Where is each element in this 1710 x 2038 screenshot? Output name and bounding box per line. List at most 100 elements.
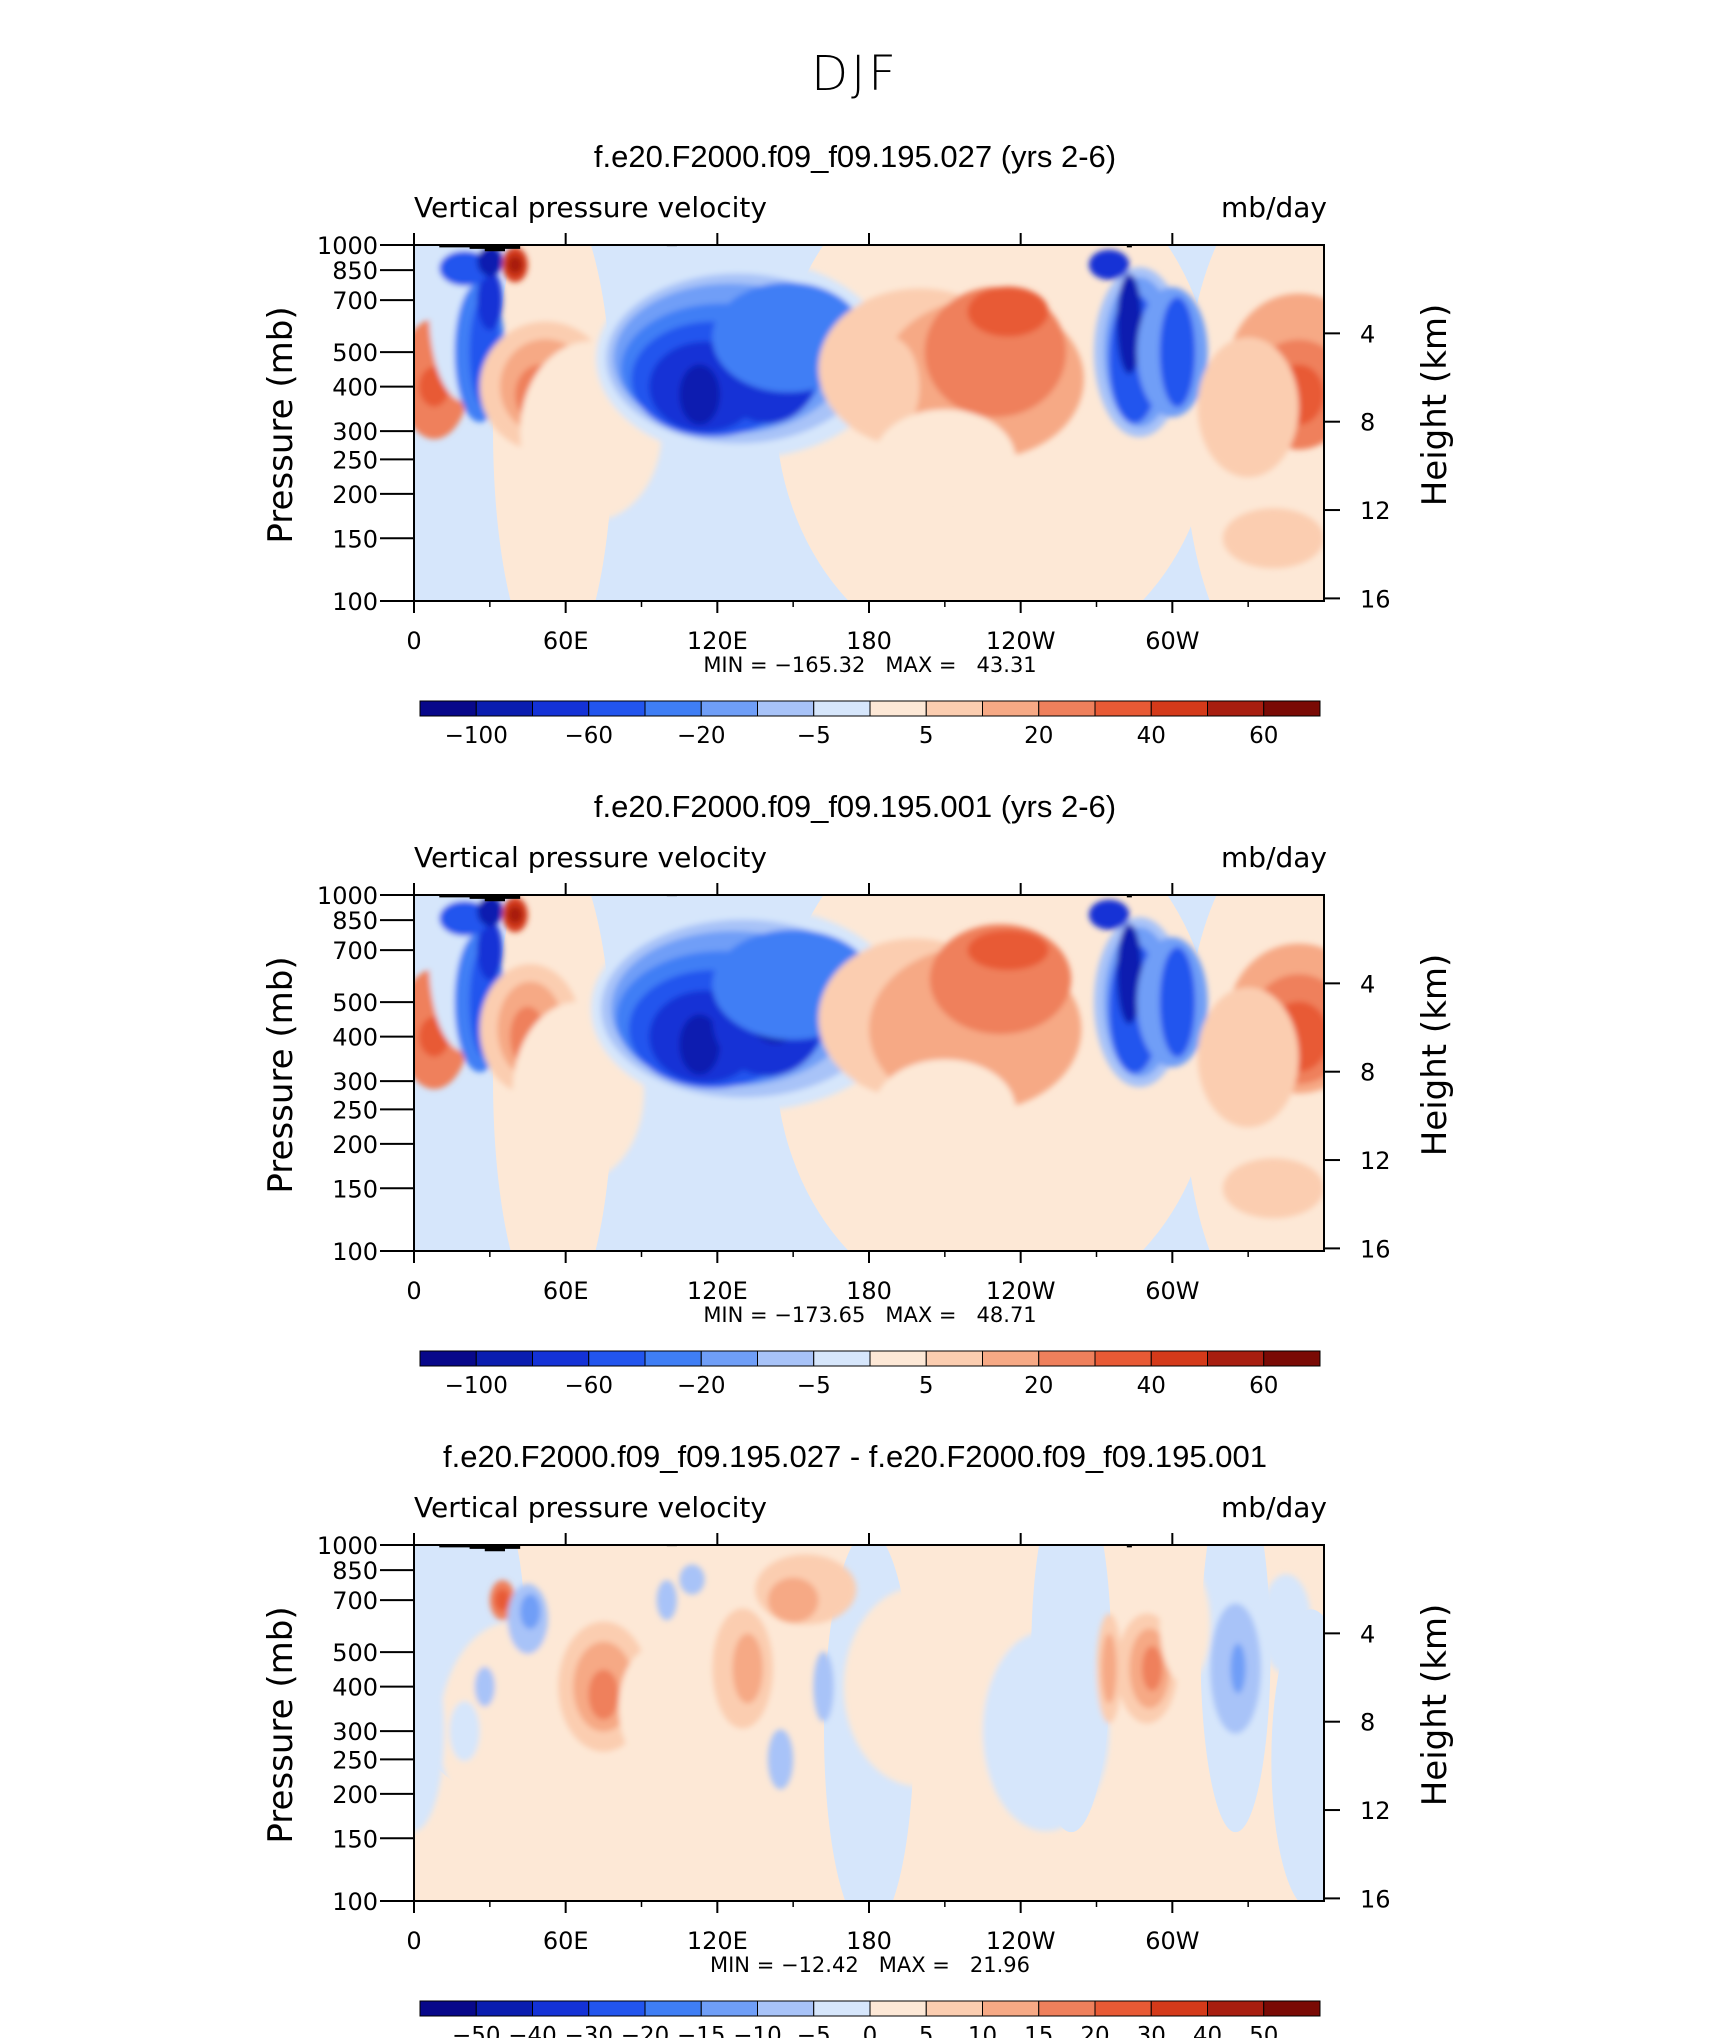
contour-fill (813, 1651, 834, 1722)
colorbar-box (700, 700, 758, 717)
contour-fill (1116, 923, 1142, 1024)
colorbar-box (1094, 1350, 1152, 1367)
panel-2: f.e20.F2000.f09_f09.195.001 (yrs 2-6) Ver… (261, 789, 1455, 1399)
panel-units: mb/day (1221, 841, 1327, 874)
contour-fill (520, 1594, 541, 1630)
min-max-label: MIN = −173.65 MAX = 48.71 (703, 1303, 1036, 1327)
lon-tick-label: 60W (1145, 627, 1199, 655)
height-tick-label: 12 (1360, 1147, 1391, 1175)
colorbar-label: 0 (863, 2023, 878, 2038)
colorbar-label: 30 (1137, 2023, 1166, 2038)
colorbar-label: −40 (508, 2023, 557, 2038)
contour-fill (1222, 508, 1324, 569)
contour-fill (679, 1014, 720, 1075)
contour-fill (767, 1729, 794, 1790)
height-tick-label: 8 (1360, 409, 1375, 437)
pressure-tick-label: 400 (332, 1674, 378, 1702)
pressure-tick-label: 500 (332, 339, 378, 367)
contour-fill (679, 364, 720, 425)
colorbar: −100 −60 −20 −5 5 20 40 60 (419, 700, 1321, 749)
colorbar-label: 40 (1137, 723, 1166, 749)
colorbar-box (419, 2000, 477, 2017)
colorbar-box (532, 2000, 590, 2017)
colorbar-box (419, 1350, 477, 1367)
contour-fill (967, 930, 1049, 971)
contour-fill (474, 1666, 495, 1707)
height-tick-label: 4 (1360, 320, 1375, 348)
colorbar-box (869, 2000, 927, 2017)
panel-units: mb/day (1221, 191, 1327, 224)
y-axis-title: Pressure (mb) (261, 956, 301, 1193)
colorbar-box (644, 1350, 702, 1367)
lon-tick-label: 120E (687, 1277, 748, 1305)
colorbar-box (1150, 700, 1208, 717)
colorbar-box (925, 2000, 983, 2017)
colorbar-box (925, 700, 983, 717)
colorbar-box (532, 700, 590, 717)
colorbar-box (925, 1350, 983, 1367)
colorbar-label: 20 (1024, 723, 1053, 749)
panel-left-string: Vertical pressure velocity (414, 1491, 767, 1524)
colorbar-box (982, 1350, 1040, 1367)
colorbar-box (757, 1350, 815, 1367)
contour-fill (439, 900, 490, 936)
terrain (439, 1545, 521, 1552)
colorbar-box (475, 2000, 533, 2017)
colorbar-box (1038, 700, 1096, 717)
contour-fill (656, 1580, 677, 1621)
contour-fill (1101, 1633, 1117, 1704)
colorbar-box (700, 1350, 758, 1367)
panel-left-string: Vertical pressure velocity (414, 841, 767, 874)
colorbar-box (1094, 700, 1152, 717)
contour-fill (1197, 337, 1299, 478)
y-axis-title-right: Height (km) (1415, 954, 1455, 1157)
colorbar-box (757, 700, 815, 717)
contour-fill (1291, 1646, 1324, 1727)
contour-fill (449, 1701, 480, 1762)
colorbar-label: −5 (797, 1373, 831, 1399)
contour-fill (1222, 1158, 1324, 1219)
lon-tick-label: 60E (543, 1927, 589, 1955)
pressure-tick-label: 1000 (317, 1532, 378, 1560)
colorbar-label: −100 (445, 723, 508, 749)
colorbar-box (1038, 1350, 1096, 1367)
colorbar-label: −60 (564, 1373, 613, 1399)
colorbar-box (1150, 1350, 1208, 1367)
plot-area (414, 1545, 1324, 1901)
pressure-tick-label: 850 (332, 257, 378, 285)
contour-fill (507, 255, 523, 274)
pressure-tick-label: 100 (332, 588, 378, 616)
colorbar-label: −20 (677, 1373, 726, 1399)
pressure-tick-label: 200 (332, 481, 378, 509)
colorbar-label: 20 (1024, 1373, 1053, 1399)
min-max-label: MIN = −12.42 MAX = 21.96 (710, 1953, 1030, 1977)
contour-fill (858, 336, 920, 437)
contour-fill (1197, 987, 1299, 1128)
lon-tick-label: 0 (406, 627, 421, 655)
colorbar-box (1263, 700, 1321, 717)
colorbar-box (644, 700, 702, 717)
contour-fills (414, 895, 1324, 1219)
lon-tick-label: 60E (543, 627, 589, 655)
contour-fill (1159, 1563, 1211, 1684)
colorbar-label: −100 (445, 1373, 508, 1399)
colorbar-box (1207, 1350, 1265, 1367)
contour-fill (507, 905, 523, 924)
colorbar-box (700, 2000, 758, 2017)
pressure-tick-label: 250 (332, 446, 378, 474)
contour-fill (1230, 1643, 1246, 1694)
pressure-tick-label: 1000 (317, 232, 378, 260)
colorbar-box (1207, 2000, 1265, 2017)
contour-fill (767, 1577, 819, 1623)
colorbar-label: −5 (797, 723, 831, 749)
y-axis-title: Pressure (mb) (261, 306, 301, 543)
lon-tick-label: 60W (1145, 1277, 1199, 1305)
pressure-tick-label: 150 (332, 1825, 378, 1853)
terrain (439, 245, 521, 252)
lon-tick-label: 180 (846, 1927, 892, 1955)
colorbar-box (419, 700, 477, 717)
pressure-tick-label: 150 (332, 525, 378, 553)
panel-title: f.e20.F2000.f09_f09.195.027 (yrs 2-6) (594, 139, 1116, 174)
colorbar-label: 5 (919, 2023, 934, 2038)
